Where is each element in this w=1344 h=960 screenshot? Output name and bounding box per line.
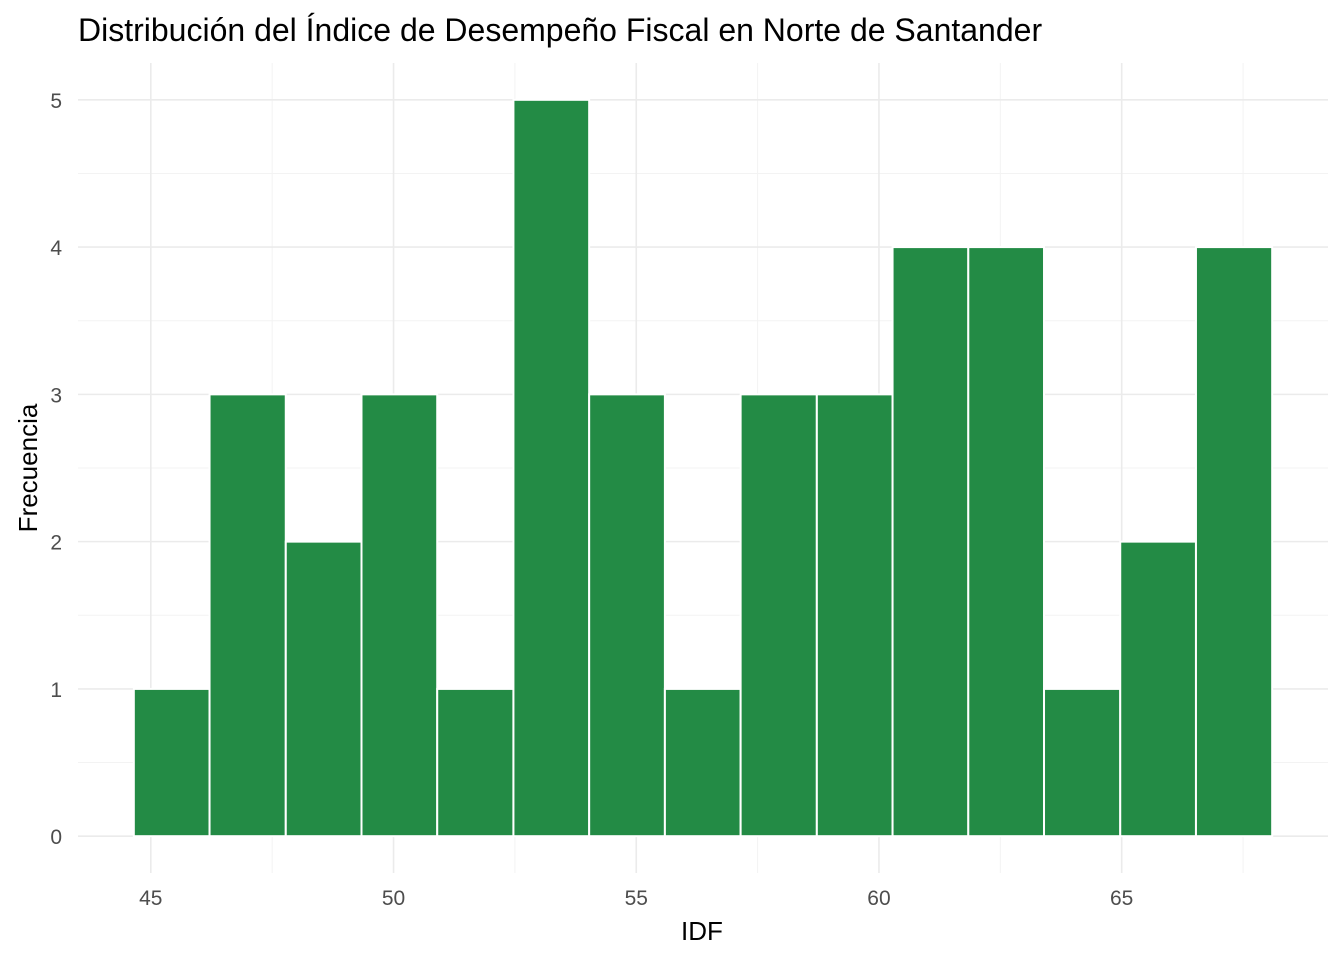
x-tick-label: 60 — [867, 887, 890, 910]
y-tick-label: 4 — [50, 237, 62, 260]
histogram-bar-11 — [891, 246, 970, 838]
histogram-bar-5 — [436, 687, 515, 838]
histogram-bar-1 — [132, 687, 211, 838]
bars — [132, 98, 1274, 838]
y-tick-label: 1 — [50, 679, 62, 702]
x-tick-label: 45 — [139, 887, 162, 910]
histogram-bar-15 — [1194, 246, 1274, 838]
histogram-bar-12 — [967, 246, 1046, 838]
x-tick-label: 55 — [625, 887, 648, 910]
histogram-bar-2 — [208, 393, 287, 838]
chart-title: Distribución del Índice de Desempeño Fis… — [78, 12, 1042, 48]
histogram-bar-7 — [588, 393, 666, 838]
x-axis-ticks: 45 50 55 60 65 — [139, 887, 1133, 910]
y-tick-label: 3 — [50, 384, 62, 407]
y-tick-label: 2 — [50, 532, 62, 555]
histogram-bar-8 — [663, 687, 742, 838]
y-tick-label: 0 — [50, 826, 62, 849]
y-axis-ticks: 0 1 2 3 4 5 — [50, 90, 62, 849]
histogram-bar-14 — [1119, 540, 1197, 838]
histogram-bar-3 — [284, 540, 363, 838]
y-axis-title: Frecuencia — [13, 403, 43, 532]
histogram-bar-10 — [815, 393, 894, 838]
x-axis-title: IDF — [681, 916, 723, 946]
histogram-bar-4 — [360, 393, 439, 838]
y-tick-label: 5 — [50, 90, 62, 113]
histogram-bar-6 — [512, 98, 591, 838]
x-tick-label: 65 — [1110, 887, 1133, 910]
histogram-bar-9 — [739, 393, 818, 838]
histogram-bar-13 — [1043, 687, 1122, 838]
x-tick-label: 50 — [382, 887, 405, 910]
